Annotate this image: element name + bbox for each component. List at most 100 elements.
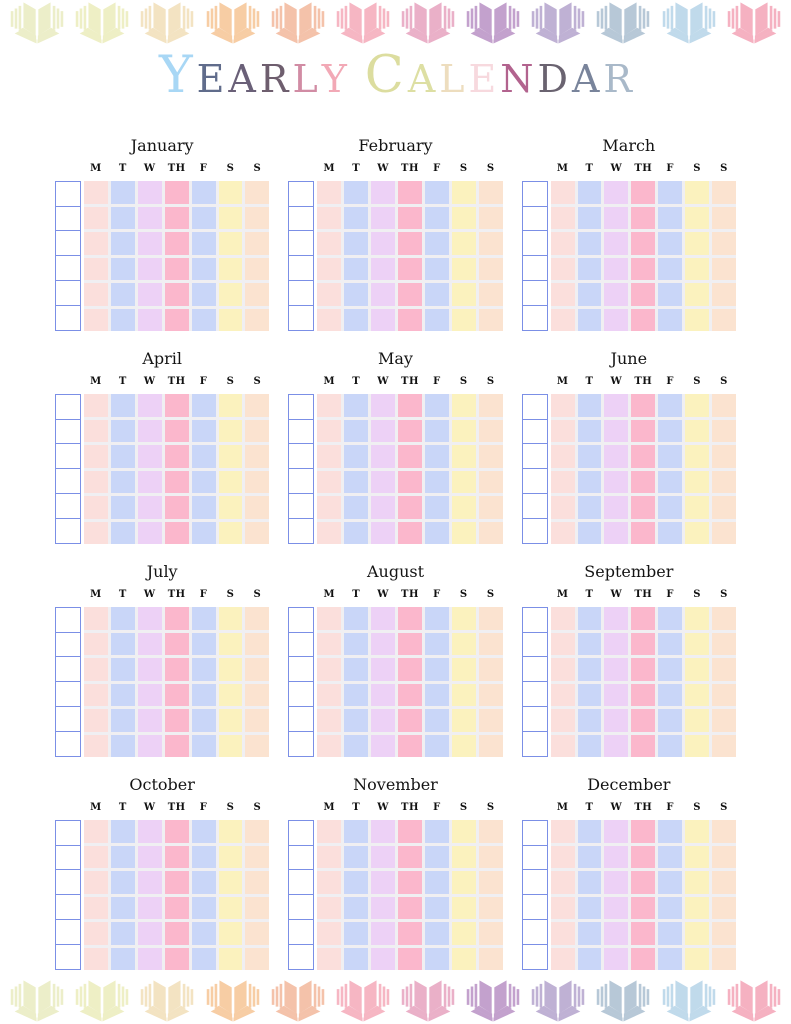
day-cell (398, 845, 422, 868)
week-box (288, 418, 315, 446)
day-cell (245, 470, 270, 493)
day-cell (478, 496, 503, 519)
day-cell (451, 658, 476, 681)
day-header: S (720, 376, 728, 387)
day-header: W (377, 163, 389, 174)
day-cell (191, 947, 216, 970)
day-cell (218, 658, 243, 681)
day-cell (317, 445, 342, 468)
day-cell (218, 257, 243, 280)
day-grid (84, 820, 270, 970)
day-cell (110, 394, 135, 417)
day-cell (478, 206, 503, 229)
day-cell (658, 181, 683, 204)
day-header: T (118, 802, 127, 813)
day-cell (371, 845, 396, 868)
day-header: S (486, 802, 495, 813)
day-cell (577, 871, 602, 894)
day-cell (451, 922, 476, 945)
day-cell (631, 257, 656, 280)
day-cell (550, 419, 575, 442)
month-title: April (142, 349, 182, 368)
day-header: W (377, 376, 389, 387)
month-body: M T W TH F S S (521, 161, 736, 331)
day-cell (424, 206, 449, 229)
week-box (288, 730, 315, 757)
day-cell (550, 232, 575, 255)
day-cell (604, 632, 629, 655)
day-cell (550, 820, 575, 843)
day-cell (631, 683, 656, 706)
day-cell (424, 445, 449, 468)
day-cell (317, 394, 342, 417)
day-cell (478, 683, 503, 706)
day-cell (658, 607, 683, 630)
day-cell (84, 709, 108, 732)
day-cell (344, 607, 369, 630)
day-header-row: M T W TH F S S (551, 800, 736, 815)
day-cell (712, 683, 736, 706)
day-cell (451, 607, 476, 630)
day-cell (712, 445, 736, 468)
month-body: M T W TH F S S (288, 161, 503, 331)
day-cell (451, 496, 476, 519)
day-cell (398, 257, 422, 280)
month-june: June M T W TH F S S (521, 349, 736, 544)
open-book-icon (661, 978, 717, 1023)
week-box (288, 517, 315, 544)
day-header: S (226, 802, 235, 813)
day-cell (398, 709, 422, 732)
day-cell (398, 683, 422, 706)
day-cell (317, 181, 342, 204)
day-cell (478, 607, 503, 630)
day-cell (84, 947, 108, 970)
day-cell (577, 496, 602, 519)
day-header-row: M T W TH F S S (551, 161, 736, 176)
month-title: June (610, 349, 648, 368)
day-cell (191, 394, 216, 417)
day-cell (344, 632, 369, 655)
day-cell (84, 820, 108, 843)
day-cell (344, 283, 369, 306)
day-cell (371, 445, 396, 468)
day-cell (550, 871, 575, 894)
day-cell (550, 496, 575, 519)
day-cell (451, 419, 476, 442)
day-cell (398, 820, 422, 843)
open-book-icon (465, 978, 521, 1023)
day-cell (245, 496, 270, 519)
day-header: S (693, 802, 701, 813)
day-cell (398, 607, 422, 630)
day-header: F (666, 802, 675, 813)
day-cell (84, 181, 108, 204)
day-cell (604, 470, 629, 493)
day-cell (84, 896, 108, 919)
week-box (288, 304, 315, 331)
week-box (55, 255, 81, 282)
day-cell (137, 257, 162, 280)
week-box-column (288, 607, 315, 757)
week-box-column (288, 820, 315, 970)
day-grid (317, 181, 503, 331)
day-cell (137, 658, 162, 681)
day-cell (164, 896, 189, 919)
day-cell (344, 922, 369, 945)
day-cell (424, 308, 449, 331)
month-october: October M T W TH F S S (55, 775, 270, 970)
week-box (521, 730, 548, 757)
day-header-row: M T W TH F S S (317, 161, 502, 176)
day-header: S (693, 589, 701, 600)
week-box (521, 468, 548, 495)
day-cell (685, 658, 710, 681)
day-header: TH (401, 802, 419, 813)
day-cell (245, 658, 270, 681)
day-header: TH (167, 589, 186, 600)
day-cell (451, 521, 476, 544)
day-cell (371, 232, 396, 255)
day-cell (344, 709, 369, 732)
day-cell (84, 734, 108, 757)
week-box (55, 844, 81, 872)
day-cell (218, 896, 243, 919)
week-box-column (55, 394, 81, 544)
day-cell (604, 308, 629, 331)
